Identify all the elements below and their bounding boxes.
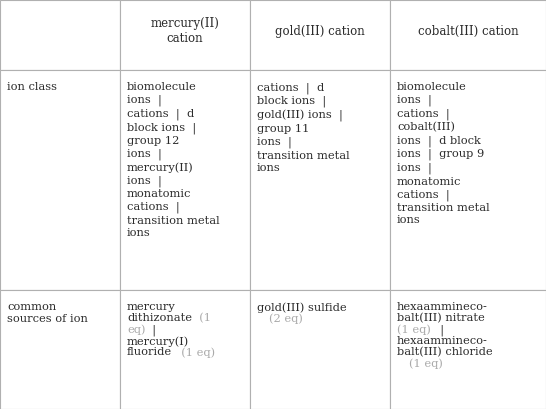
Text: (1 eq): (1 eq) xyxy=(397,325,431,335)
Bar xyxy=(120,70,250,290)
Bar xyxy=(0,0,120,70)
Text: balt(III) chloride: balt(III) chloride xyxy=(397,347,492,357)
Bar xyxy=(120,290,250,409)
Text: dithizonate: dithizonate xyxy=(127,313,192,324)
Text: common
sources of ion: common sources of ion xyxy=(7,302,88,324)
Text: fluoride: fluoride xyxy=(127,347,172,357)
Text: mercury(II)
cation: mercury(II) cation xyxy=(151,16,219,45)
Text: (1: (1 xyxy=(192,313,211,324)
Text: cations  |  d
block ions  |
gold(III) ions  |
group 11
ions  |
transition metal
: cations | d block ions | gold(III) ions … xyxy=(257,82,349,173)
Text: mercury: mercury xyxy=(127,302,176,312)
Text: biomolecule
ions  |
cations  |  d
block ions  |
group 12
ions  |
mercury(II)
ion: biomolecule ions | cations | d block ion… xyxy=(127,82,219,238)
Text: balt(III) nitrate: balt(III) nitrate xyxy=(397,313,485,324)
Bar xyxy=(0,290,120,409)
Text: |: | xyxy=(432,325,444,336)
Text: |: | xyxy=(145,325,156,336)
Text: eq): eq) xyxy=(127,325,145,335)
Bar xyxy=(250,70,390,290)
Bar xyxy=(250,290,390,409)
Text: cobalt(III) cation: cobalt(III) cation xyxy=(418,25,518,38)
Text: biomolecule
ions  |
cations  |
cobalt(III)
ions  |  d block
ions  |  group 9
ion: biomolecule ions | cations | cobalt(III)… xyxy=(397,82,490,225)
Text: hexaammineco-: hexaammineco- xyxy=(397,302,488,312)
Text: (2 eq): (2 eq) xyxy=(269,313,302,324)
Text: gold(III) cation: gold(III) cation xyxy=(275,25,365,38)
Text: hexaammineco-: hexaammineco- xyxy=(397,336,488,346)
Bar xyxy=(250,0,390,70)
Text: gold(III) sulfide: gold(III) sulfide xyxy=(257,302,347,312)
Bar xyxy=(0,70,120,290)
Bar xyxy=(390,70,546,290)
Text: mercury(I): mercury(I) xyxy=(127,336,189,346)
Bar xyxy=(390,0,546,70)
Text: (1 eq): (1 eq) xyxy=(174,347,216,358)
Text: (1 eq): (1 eq) xyxy=(409,359,443,369)
Bar xyxy=(120,0,250,70)
Bar xyxy=(390,290,546,409)
Text: ion class: ion class xyxy=(7,82,57,92)
